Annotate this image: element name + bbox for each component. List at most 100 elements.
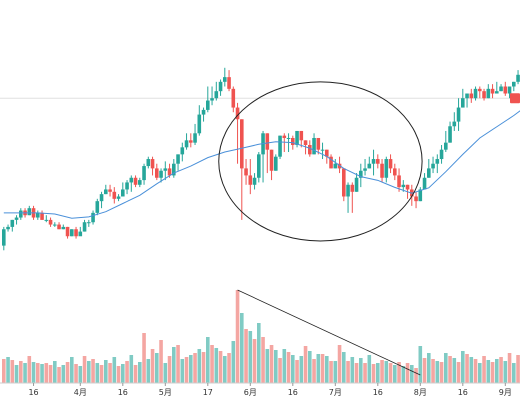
volume-bar (19, 361, 23, 383)
candle-body (393, 168, 397, 176)
volume-bar (448, 356, 452, 383)
volume-bar (486, 360, 491, 383)
candle-body (2, 229, 6, 246)
candle-body (427, 168, 431, 178)
volume-bar (142, 333, 146, 383)
candle-body (104, 189, 108, 195)
price-tag (510, 93, 520, 104)
volume-bar (159, 340, 163, 383)
candle-body (133, 177, 138, 185)
volume-bar (516, 355, 520, 383)
candle-body (74, 229, 78, 237)
candle-body (495, 91, 499, 94)
volume-bar (397, 362, 401, 383)
volume-bar (180, 359, 185, 383)
candle-body (490, 88, 495, 94)
candle-body (53, 224, 57, 226)
candle-body (512, 81, 516, 87)
volume-bar (44, 363, 49, 383)
candle-body (303, 140, 308, 145)
candle-body (155, 168, 159, 178)
volume-bar (65, 362, 70, 383)
candle-body (295, 130, 299, 145)
volume-bar (265, 349, 270, 383)
candle-body (210, 98, 214, 101)
candle-body (444, 142, 448, 150)
volume-bar (393, 365, 397, 383)
volume-bar (74, 364, 78, 383)
volume-bar (490, 362, 495, 383)
x-tick-label: 16 (458, 388, 468, 397)
volume-bar (507, 353, 512, 383)
candle-body (112, 191, 117, 199)
candle-body (461, 98, 465, 108)
candle-body (257, 154, 261, 178)
volume-bar (218, 351, 223, 383)
candle-body (299, 130, 304, 141)
candle-body (121, 189, 125, 197)
candle-body (452, 121, 457, 127)
candle-body (388, 159, 393, 169)
candle-body (325, 149, 329, 157)
volume-bar (61, 365, 66, 383)
volume-bar (410, 365, 414, 383)
x-tick-label: 16 (373, 388, 383, 397)
volume-bar (388, 363, 393, 383)
candle-body (235, 107, 240, 120)
x-tick-label: 17 (203, 388, 213, 397)
candle-body (456, 107, 461, 122)
volume-bar (121, 364, 125, 383)
volume-bar (456, 362, 461, 383)
candle-body (214, 91, 219, 99)
volume-bar (155, 353, 159, 383)
candle-body (473, 88, 478, 99)
volume-bar (227, 353, 231, 383)
volume-bar (291, 355, 295, 383)
volume-bar (235, 290, 240, 383)
volume-bar (36, 363, 40, 383)
candle-body (189, 140, 193, 143)
x-tick-label: 4月 (74, 388, 87, 397)
x-tick-label: 5月 (159, 388, 172, 397)
volume-bar (193, 353, 197, 383)
volume-bar (303, 346, 308, 383)
x-tick-label: 8月 (414, 388, 427, 397)
volume-bar (499, 357, 503, 383)
volume-bar (418, 346, 423, 383)
candle-body (125, 182, 129, 190)
candle-body (180, 147, 185, 155)
volume-bar (286, 352, 291, 383)
volume-bar (248, 331, 253, 383)
volume-bar (346, 361, 350, 383)
candle-body (503, 86, 508, 94)
candle-body (359, 170, 363, 178)
volume-bar (223, 356, 227, 383)
candle-body (206, 100, 210, 110)
volume-bar (308, 351, 312, 383)
candle-body (99, 194, 104, 202)
volume-bar (244, 329, 248, 383)
candle-body (70, 229, 74, 237)
volume-bar (184, 357, 189, 383)
volume-bar (503, 361, 508, 383)
candle-body (27, 208, 32, 216)
volume-bar (231, 341, 236, 383)
volume-bar (197, 349, 202, 383)
volume-bar (125, 361, 129, 383)
candle-body (14, 217, 19, 220)
candle-body (129, 177, 134, 183)
x-tick-label: 16 (288, 388, 298, 397)
volume-bar (320, 354, 325, 383)
candle-body (431, 163, 435, 169)
moving-average-line (3, 110, 520, 219)
volume-bar (384, 361, 389, 383)
candle-body (48, 219, 53, 225)
volume-bar (435, 361, 440, 383)
volume-bar (444, 353, 448, 383)
candle-body (201, 109, 206, 115)
volume-bar (95, 363, 100, 383)
volume-bar (354, 363, 359, 383)
volume-bar (333, 361, 338, 383)
candle-body (329, 156, 333, 169)
